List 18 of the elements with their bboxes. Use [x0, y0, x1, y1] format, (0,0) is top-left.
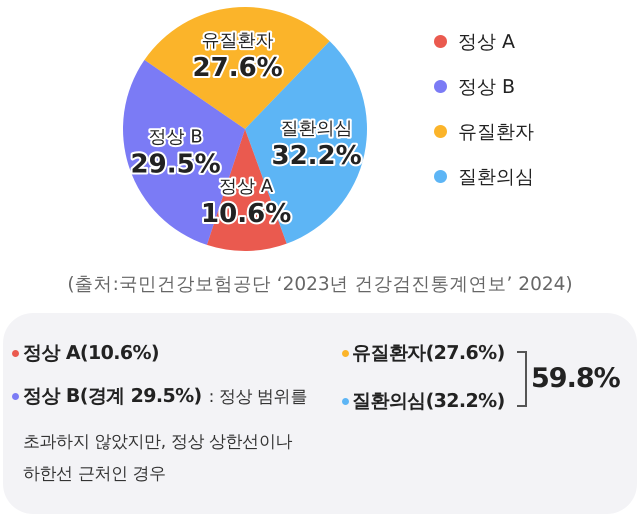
- text: 초과하지 않았지만, 정상 상한선이나 하한선 근처인 경우: [23, 431, 294, 486]
- legend-label: 정상 B: [458, 74, 516, 100]
- text: 유질환자(27.6%): [352, 341, 505, 366]
- slice-label: 정상 B: [148, 126, 203, 148]
- slice-label: 질환의심: [280, 118, 353, 140]
- text: 59.8%: [531, 363, 620, 394]
- legend-label: 유질환자: [458, 120, 534, 144]
- text: 정상 B(경계 29.5%): [23, 384, 202, 409]
- data-label: 32.2%: [272, 141, 362, 172]
- slice-label: 유질환자: [202, 30, 274, 52]
- text: 정상 A(10.6%): [23, 341, 160, 366]
- legend-label: 정상 A: [458, 30, 516, 54]
- text: (출처:국민건강보험공단 ‘2023년 건강검진통계연보’ 2024): [66, 273, 574, 296]
- text: : 정상 범위를: [208, 386, 307, 408]
- text: 질환의심(32.2%): [352, 389, 505, 414]
- data-label: 27.6%: [192, 53, 283, 84]
- data-label: 29.5%: [130, 149, 221, 180]
- legend-label: 질환의심: [458, 164, 534, 190]
